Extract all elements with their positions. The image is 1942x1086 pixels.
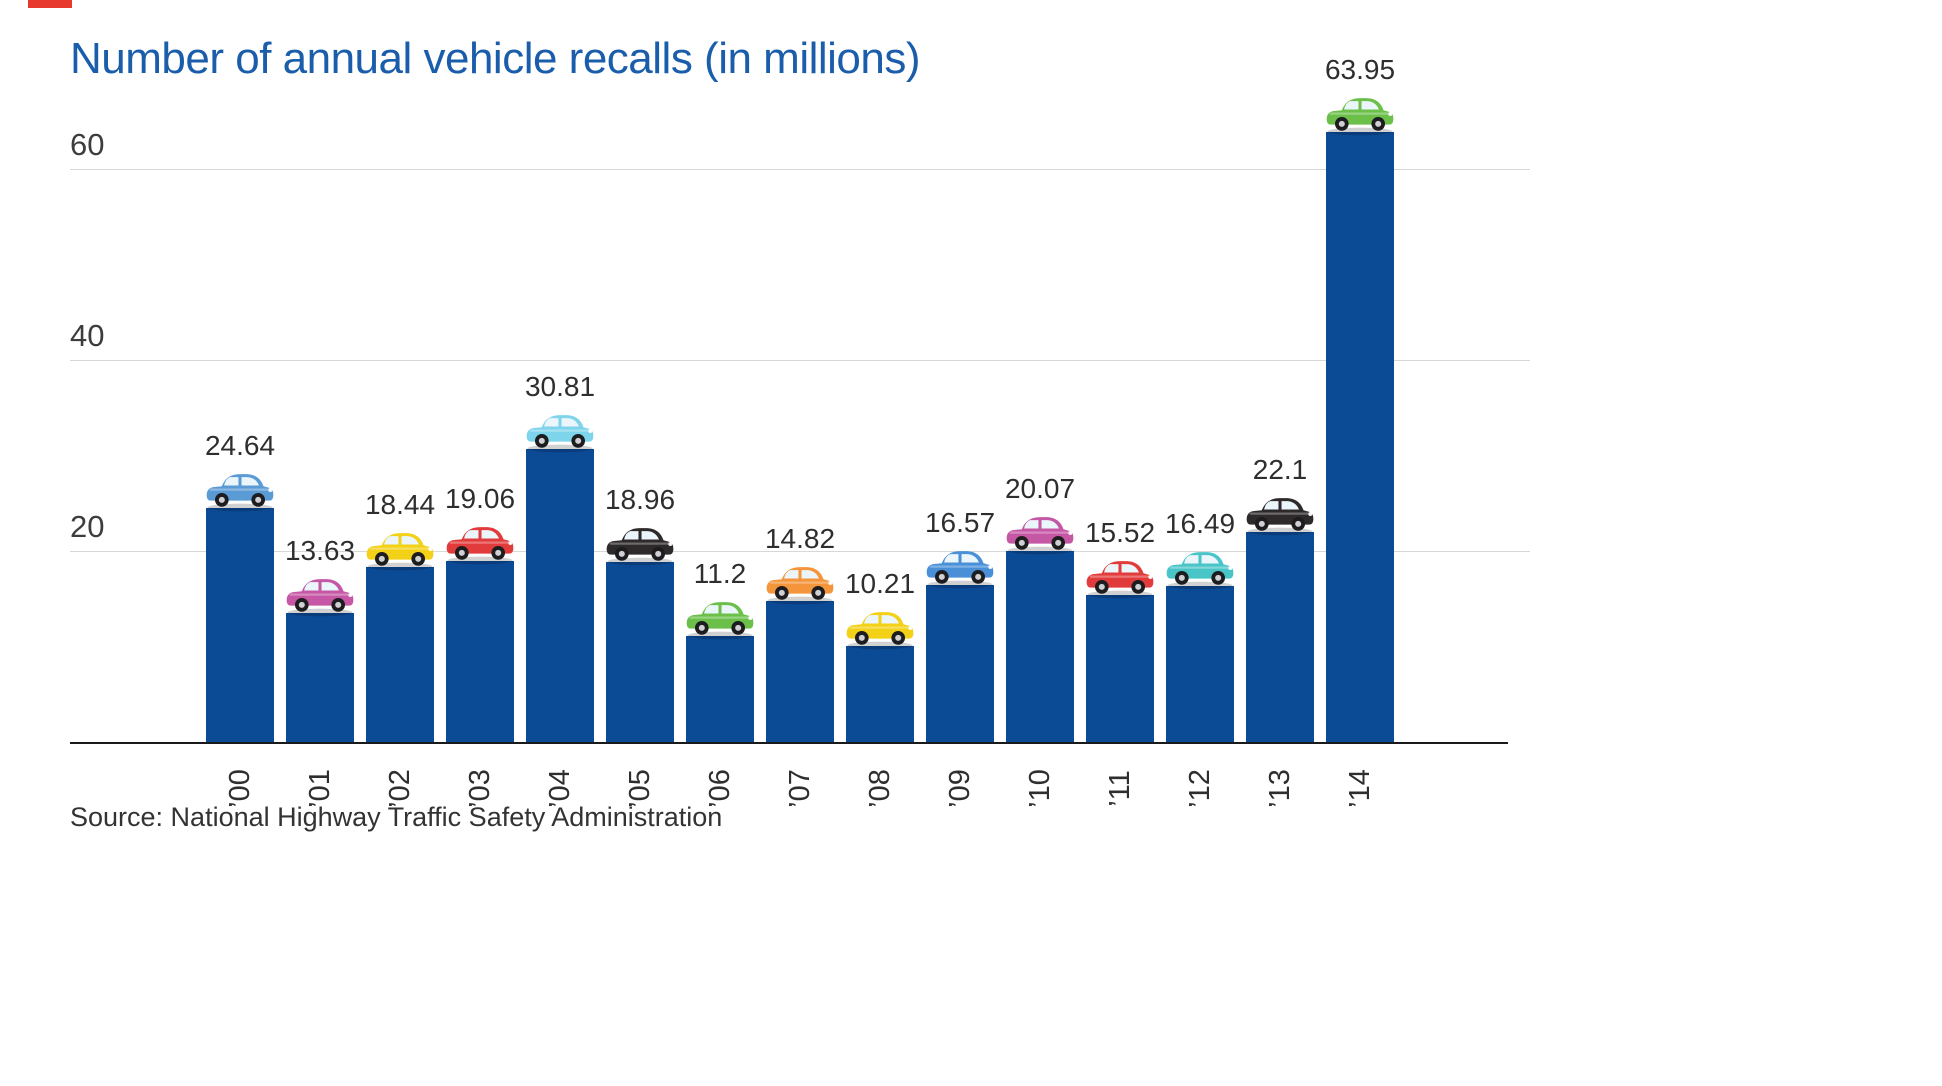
gridline-20 (70, 551, 1530, 552)
x-axis-label: ’09 (920, 752, 1000, 824)
bar-slot: 15.52 (1080, 83, 1160, 743)
bar (206, 507, 274, 743)
bar (1006, 551, 1074, 743)
bar (1086, 594, 1154, 743)
value-label: 18.96 (604, 483, 676, 515)
source-caption: Source: National Highway Traffic Safety … (70, 802, 723, 832)
value-label: 13.63 (284, 534, 356, 566)
car-icon (1242, 489, 1318, 536)
value-label: 15.52 (1084, 516, 1156, 548)
value-label: 16.57 (924, 506, 996, 538)
bar (366, 566, 434, 743)
bar-slot: 22.1 (1240, 83, 1320, 743)
gridline-60 (70, 169, 1530, 170)
value-label: 30.81 (524, 370, 596, 402)
car-icon (1162, 543, 1238, 590)
brand-accent-mark (28, 0, 72, 8)
x-axis-label: ’10 (1000, 752, 1080, 824)
value-label: 14.82 (764, 523, 836, 555)
y-axis-tick-label: 20 (70, 509, 105, 544)
value-label: 20.07 (1004, 473, 1076, 505)
bar-slot: 16.57 (920, 83, 1000, 743)
x-axis-label-text: ’07 (783, 768, 816, 808)
value-label: 11.2 (693, 558, 747, 590)
bar (286, 612, 354, 743)
value-label: 18.44 (364, 488, 436, 520)
x-axis-line (70, 742, 1508, 744)
car-icon (1002, 508, 1078, 555)
bar-slot: 24.64 (200, 83, 280, 743)
x-axis-label: ’12 (1160, 752, 1240, 824)
y-axis-tick-label: 40 (70, 318, 105, 353)
bar-slot: 20.07 (1000, 83, 1080, 743)
x-axis-label: ’08 (840, 752, 920, 824)
value-label: 10.21 (844, 567, 916, 599)
y-axis-tick-label: 60 (70, 127, 105, 162)
car-icon (602, 519, 678, 566)
car-icon (762, 558, 838, 605)
car-icon (522, 406, 598, 453)
car-icon (282, 570, 358, 617)
car-icon (1322, 89, 1398, 136)
x-axis-label-text: ’12 (1183, 768, 1216, 808)
value-label: 19.06 (444, 482, 516, 514)
bar (686, 636, 754, 743)
car-icon (1082, 552, 1158, 599)
x-axis-label-text: ’10 (1023, 768, 1056, 808)
car-icon (842, 603, 918, 650)
plot-area: 20 40 60 24.64 13.63 18.44 19.06 30.81 18.96 11.2… (70, 54, 1530, 743)
bar (926, 584, 994, 743)
bar-slot: 14.82 (760, 83, 840, 743)
car-icon (442, 518, 518, 565)
x-axis-label: ’11 (1080, 752, 1160, 824)
gridline-40 (70, 360, 1530, 361)
x-axis-label-text: ’09 (943, 768, 976, 808)
bar (1246, 531, 1314, 743)
bar-slot: 30.81 (520, 83, 600, 743)
x-axis-label: ’07 (760, 752, 840, 824)
x-axis-label-text: ’13 (1263, 768, 1296, 808)
value-label: 63.95 (1324, 54, 1396, 86)
bar-slot: 18.96 (600, 83, 680, 743)
value-label: 22.1 (1252, 453, 1308, 485)
value-label: 16.49 (1164, 507, 1236, 539)
x-axis-label: ’13 (1240, 752, 1320, 824)
bar-slot: 10.21 (840, 83, 920, 743)
bar-slot: 19.06 (440, 83, 520, 743)
bar-slot: 13.63 (280, 83, 360, 743)
x-axis-label-text: ’14 (1343, 768, 1376, 808)
bar-slot: 18.44 (360, 83, 440, 743)
bar (846, 645, 914, 743)
bar-slot: 16.49 (1160, 83, 1240, 743)
x-axis-label-text: ’11 (1103, 769, 1136, 807)
bar (606, 561, 674, 743)
bar (1326, 132, 1394, 743)
car-icon (922, 542, 998, 589)
bar (766, 601, 834, 743)
bars-group: 24.64 13.63 18.44 19.06 30.81 18.96 11.2 14.82 1… (200, 54, 1400, 743)
chart-title: Number of annual vehicle recalls (in mil… (70, 34, 921, 83)
x-axis-label: ’14 (1320, 752, 1400, 824)
x-axis-label-text: ’08 (863, 768, 896, 808)
value-label: 24.64 (204, 429, 276, 461)
bar-slot: 11.2 (680, 83, 760, 743)
car-icon (362, 524, 438, 571)
bar (446, 560, 514, 743)
bar-slot: 63.95 (1320, 54, 1400, 743)
bar (526, 448, 594, 743)
car-icon (202, 465, 278, 512)
car-icon (682, 593, 758, 640)
bar (1166, 585, 1234, 743)
